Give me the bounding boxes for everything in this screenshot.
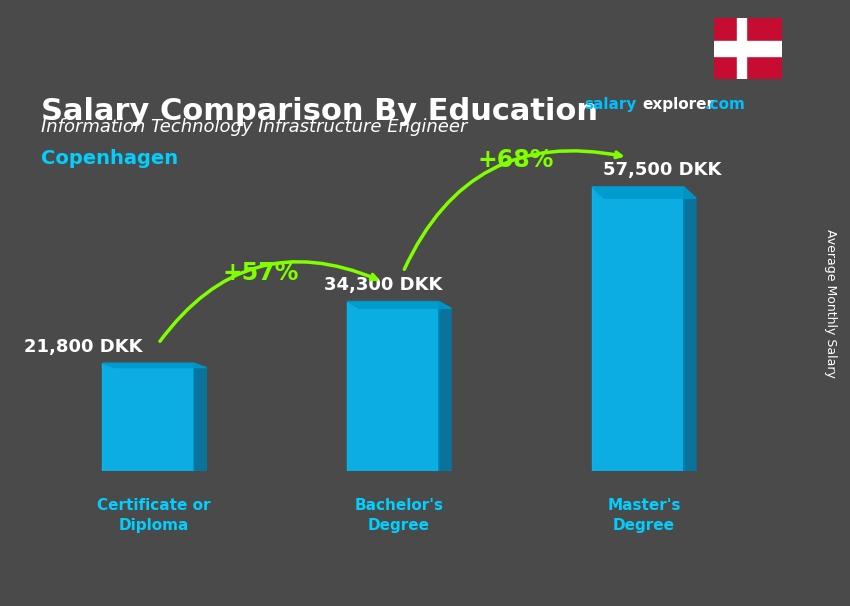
Polygon shape	[194, 364, 207, 471]
Text: 57,500 DKK: 57,500 DKK	[604, 161, 722, 179]
Text: 21,800 DKK: 21,800 DKK	[24, 338, 142, 356]
Text: +57%: +57%	[222, 261, 298, 285]
Text: Salary Comparison By Education: Salary Comparison By Education	[41, 98, 598, 127]
Bar	[592, 187, 683, 471]
Bar	[102, 364, 194, 471]
Text: +68%: +68%	[477, 148, 553, 172]
Text: Copenhagen: Copenhagen	[41, 149, 178, 168]
Text: Bachelor's
Degree: Bachelor's Degree	[354, 498, 444, 533]
Text: Certificate or
Diploma: Certificate or Diploma	[98, 498, 211, 533]
Polygon shape	[439, 302, 451, 471]
Bar	[714, 41, 782, 56]
Text: Master's
Degree: Master's Degree	[607, 498, 681, 533]
Text: Average Monthly Salary: Average Monthly Salary	[824, 228, 837, 378]
Text: Information Technology Infrastructure Engineer: Information Technology Infrastructure En…	[41, 118, 468, 136]
Text: salary: salary	[584, 98, 637, 112]
Bar	[737, 18, 745, 79]
Text: 34,300 DKK: 34,300 DKK	[324, 276, 442, 294]
Polygon shape	[102, 364, 207, 368]
Polygon shape	[347, 302, 451, 308]
Text: explorer: explorer	[642, 98, 714, 112]
Polygon shape	[683, 187, 696, 471]
Polygon shape	[592, 187, 696, 198]
Bar	[347, 302, 439, 471]
Text: .com: .com	[704, 98, 745, 112]
